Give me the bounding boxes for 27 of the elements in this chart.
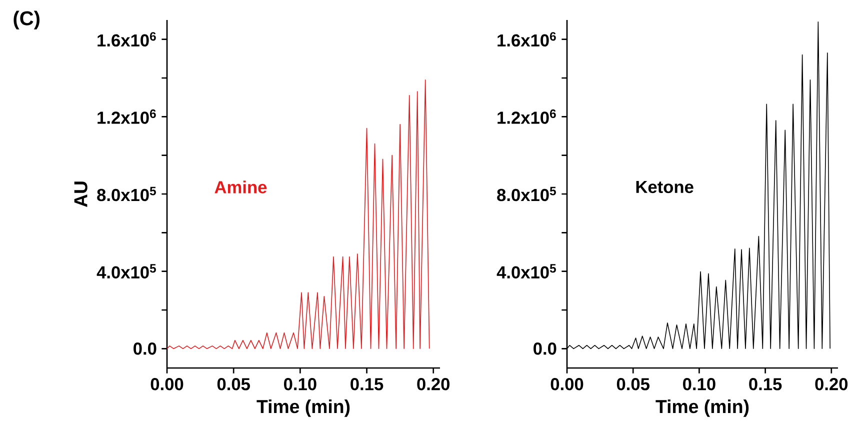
y-tick-label: 4.0x10$^{5}$ [496,264,556,278]
x-tick-label: 0.20 [417,378,450,390]
text: (C) [14,10,40,30]
x-tick-label: 0.20 [815,378,848,390]
y-tick-label: 0.0 [534,342,556,355]
y-tick-label: 4.0x10$^{5}$ [96,264,156,278]
y-tick-label: 1.2x10$^{6}$ [98,109,156,124]
x-tick-label: 0.15 [749,378,782,390]
x-tick-label: 0.15 [350,378,384,390]
y-tick-label: 8.0x10$^{5}$ [97,186,156,202]
x-tick-label: 0.05 [217,378,250,390]
x-tick-label: 0.00 [150,378,184,390]
x-axis-title: Time (min) [656,399,749,417]
text: Ketone [636,180,694,194]
y-tick-label: 8.0x10$^{5}$ [497,186,556,202]
x-tick-label: 0.10 [683,378,716,390]
text: Amine [214,180,267,194]
y-tick-label: 1.6x10$^{6}$ [98,32,156,47]
x-tick-label: 0.05 [616,378,650,390]
y-tick-label: 1.6x10$^{6}$ [498,32,556,47]
x-axis-title: Time (min) [256,399,350,417]
x-tick-label: 0.10 [284,378,316,390]
y-tick-label: 0.0 [134,342,156,355]
y-axis-title: AU [74,182,88,208]
line-series [166,80,430,350]
y-tick-label: 1.2x10$^{6}$ [498,109,556,124]
x-tick-label: 0.00 [550,378,584,390]
